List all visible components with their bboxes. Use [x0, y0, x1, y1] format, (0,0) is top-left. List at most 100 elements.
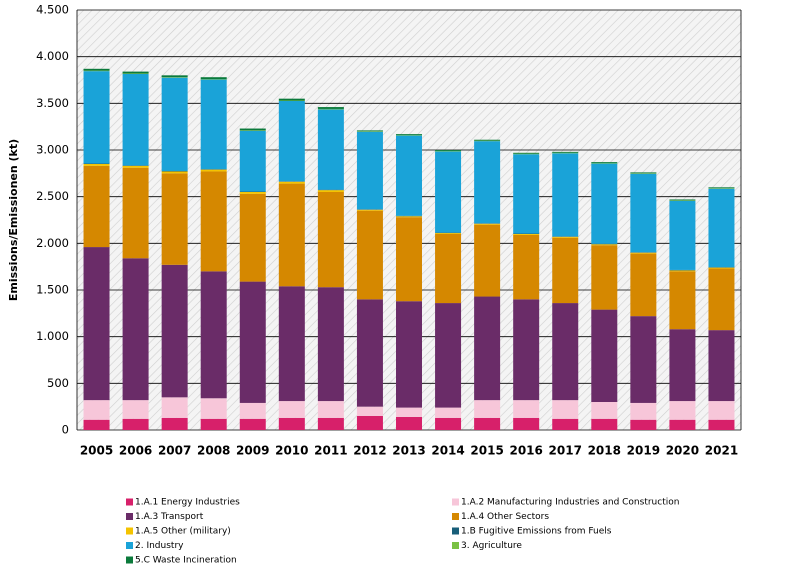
bar-segment — [591, 244, 618, 246]
legend-label: 1.A.5 Other (military) — [135, 527, 231, 537]
bar-segment — [356, 406, 383, 416]
bar-segment — [83, 164, 110, 166]
bar-segment — [317, 287, 344, 402]
bar-segment — [630, 172, 657, 174]
bar-segment — [278, 183, 305, 287]
bar-segment — [669, 329, 696, 402]
bar-segment — [513, 152, 540, 154]
bar-segment — [122, 73, 149, 166]
bar-segment — [708, 419, 735, 430]
legend-swatch — [452, 498, 459, 506]
bar-segment — [552, 418, 579, 430]
bar-segment — [435, 417, 462, 430]
bar-segment — [278, 401, 305, 418]
bar-segment — [435, 407, 462, 418]
bar-segment — [356, 416, 383, 430]
x-tick-label: 2005 — [80, 444, 113, 458]
bar-segment — [317, 190, 344, 192]
bar-segment — [630, 173, 657, 253]
bar-segment — [708, 268, 735, 331]
legend-label: 1.A.3 Transport — [135, 512, 204, 522]
bar-segment — [356, 209, 383, 211]
bar-segment — [552, 400, 579, 419]
bar-segment — [513, 234, 540, 300]
bar-segment — [83, 247, 110, 401]
x-tick-label: 2012 — [353, 444, 386, 458]
y-tick-label: 4.500 — [36, 3, 69, 17]
bar-segment — [278, 101, 305, 182]
bar-segment — [200, 171, 227, 272]
bar-segment — [200, 271, 227, 399]
legend-label: 3. Agriculture — [461, 541, 522, 551]
bar-segment — [200, 418, 227, 430]
x-tick-label: 2007 — [158, 444, 191, 458]
bar-segment — [122, 71, 149, 74]
x-tick-label: 2006 — [119, 444, 152, 458]
bar-segment — [396, 216, 422, 218]
bar-segment — [474, 417, 501, 430]
bar-segment — [552, 151, 579, 153]
bar-segment — [669, 401, 696, 420]
x-tick-label: 2017 — [549, 444, 582, 458]
bar-segment — [239, 192, 266, 194]
bar-segment — [630, 419, 657, 430]
legend-label: 1.A.1 Energy Industries — [135, 498, 240, 508]
bar-segment — [278, 286, 305, 402]
y-tick-label: 1.500 — [36, 283, 69, 297]
bar-segment — [239, 281, 266, 403]
bar-segment — [669, 419, 696, 430]
bar-segment — [552, 303, 579, 401]
y-tick-label: 2.000 — [36, 236, 69, 250]
bar-segment — [435, 233, 462, 234]
x-tick-label: 2015 — [470, 444, 503, 458]
bar-segment — [317, 107, 344, 109]
bar-segment — [708, 267, 735, 269]
bar-segment — [161, 397, 188, 418]
legend-swatch — [126, 498, 133, 506]
bar-segment — [356, 299, 383, 407]
bar-segment — [435, 303, 462, 408]
legend-swatch — [126, 527, 133, 535]
legend-swatch — [452, 513, 459, 520]
bar-segment — [630, 316, 657, 403]
bar-segment — [239, 130, 266, 192]
bar-segment — [435, 234, 462, 304]
bar-segment — [396, 135, 422, 216]
bar-segment — [669, 270, 696, 272]
bar-segment — [474, 141, 501, 224]
y-tick-label: 3.500 — [36, 96, 69, 110]
bar-segment — [200, 169, 227, 172]
x-tick-label: 2016 — [509, 444, 542, 458]
bar-segment — [435, 150, 462, 151]
bar-segment — [122, 258, 149, 401]
bar-segment — [552, 153, 579, 237]
bar-segment — [513, 154, 540, 234]
legend-label: 2. Industry — [135, 541, 184, 551]
bar-segment — [83, 68, 110, 71]
bar-segment — [317, 417, 344, 430]
bar-segment — [200, 398, 227, 419]
bar-segment — [161, 173, 188, 265]
bar-segment — [317, 192, 344, 288]
bar-segment — [435, 151, 462, 233]
bar-segment — [356, 131, 383, 210]
bar-segment — [161, 77, 188, 171]
bar-segment — [630, 253, 657, 317]
bar-segment — [591, 309, 618, 402]
x-tick-label: 2019 — [627, 444, 660, 458]
bar-segment — [317, 109, 344, 190]
y-tick-label: 0 — [62, 423, 69, 437]
bar-segment — [513, 417, 540, 430]
x-tick-label: 2021 — [705, 444, 738, 458]
bar-segment — [239, 418, 266, 430]
x-tick-label: 2013 — [392, 444, 425, 458]
y-tick-label: 500 — [47, 376, 69, 390]
bar-segment — [161, 417, 188, 430]
y-tick-label: 2.500 — [36, 189, 69, 203]
bar-segment — [474, 400, 501, 418]
bar-segment — [669, 199, 696, 201]
bar-segment — [552, 236, 579, 238]
bar-segment — [200, 79, 227, 170]
bar-segment — [396, 134, 422, 136]
bar-segment — [474, 223, 501, 225]
